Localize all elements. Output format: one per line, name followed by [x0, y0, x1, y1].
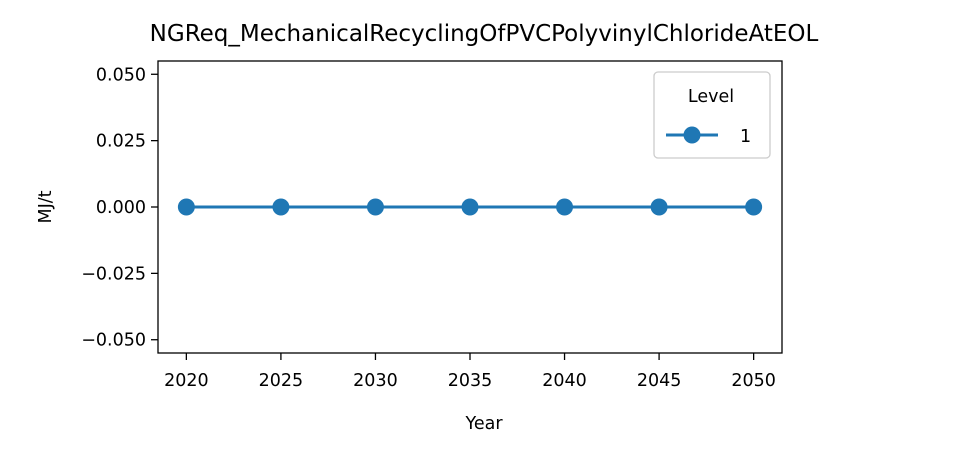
y-tick-label: −0.025 — [81, 264, 146, 284]
legend: Level 1 — [653, 71, 771, 159]
y-axis-ticks: 0.050 0.025 0.000 −0.025 −0.050 — [81, 65, 158, 351]
y-tick-label: 0.000 — [96, 198, 146, 218]
x-tick-label: 2050 — [731, 371, 776, 391]
data-point — [177, 198, 195, 216]
x-tick-label: 2035 — [448, 371, 493, 391]
series-layer — [177, 198, 763, 216]
data-point — [366, 198, 384, 216]
data-point — [556, 198, 574, 216]
chart-title: NGReq_MechanicalRecyclingOfPVCPolyvinylC… — [150, 21, 819, 47]
data-point — [650, 198, 668, 216]
x-axis-ticks: 2020 2025 2030 2035 2040 2045 2050 — [164, 353, 776, 391]
y-tick-label: −0.050 — [81, 331, 146, 351]
legend-title: Level — [688, 87, 734, 107]
legend-entry-label: 1 — [740, 127, 751, 147]
x-tick-label: 2040 — [542, 371, 587, 391]
x-axis-label: Year — [464, 414, 503, 434]
data-point — [461, 198, 479, 216]
x-tick-label: 2030 — [353, 371, 398, 391]
legend-marker-swatch — [683, 126, 701, 144]
y-tick-label: 0.050 — [96, 65, 146, 85]
x-tick-label: 2020 — [164, 371, 209, 391]
x-tick-label: 2025 — [259, 371, 304, 391]
x-tick-label: 2045 — [637, 371, 682, 391]
y-axis-label: MJ/t — [36, 190, 56, 223]
data-point — [272, 198, 290, 216]
legend-frame — [653, 71, 771, 159]
data-point — [745, 198, 763, 216]
y-tick-label: 0.025 — [96, 132, 146, 152]
